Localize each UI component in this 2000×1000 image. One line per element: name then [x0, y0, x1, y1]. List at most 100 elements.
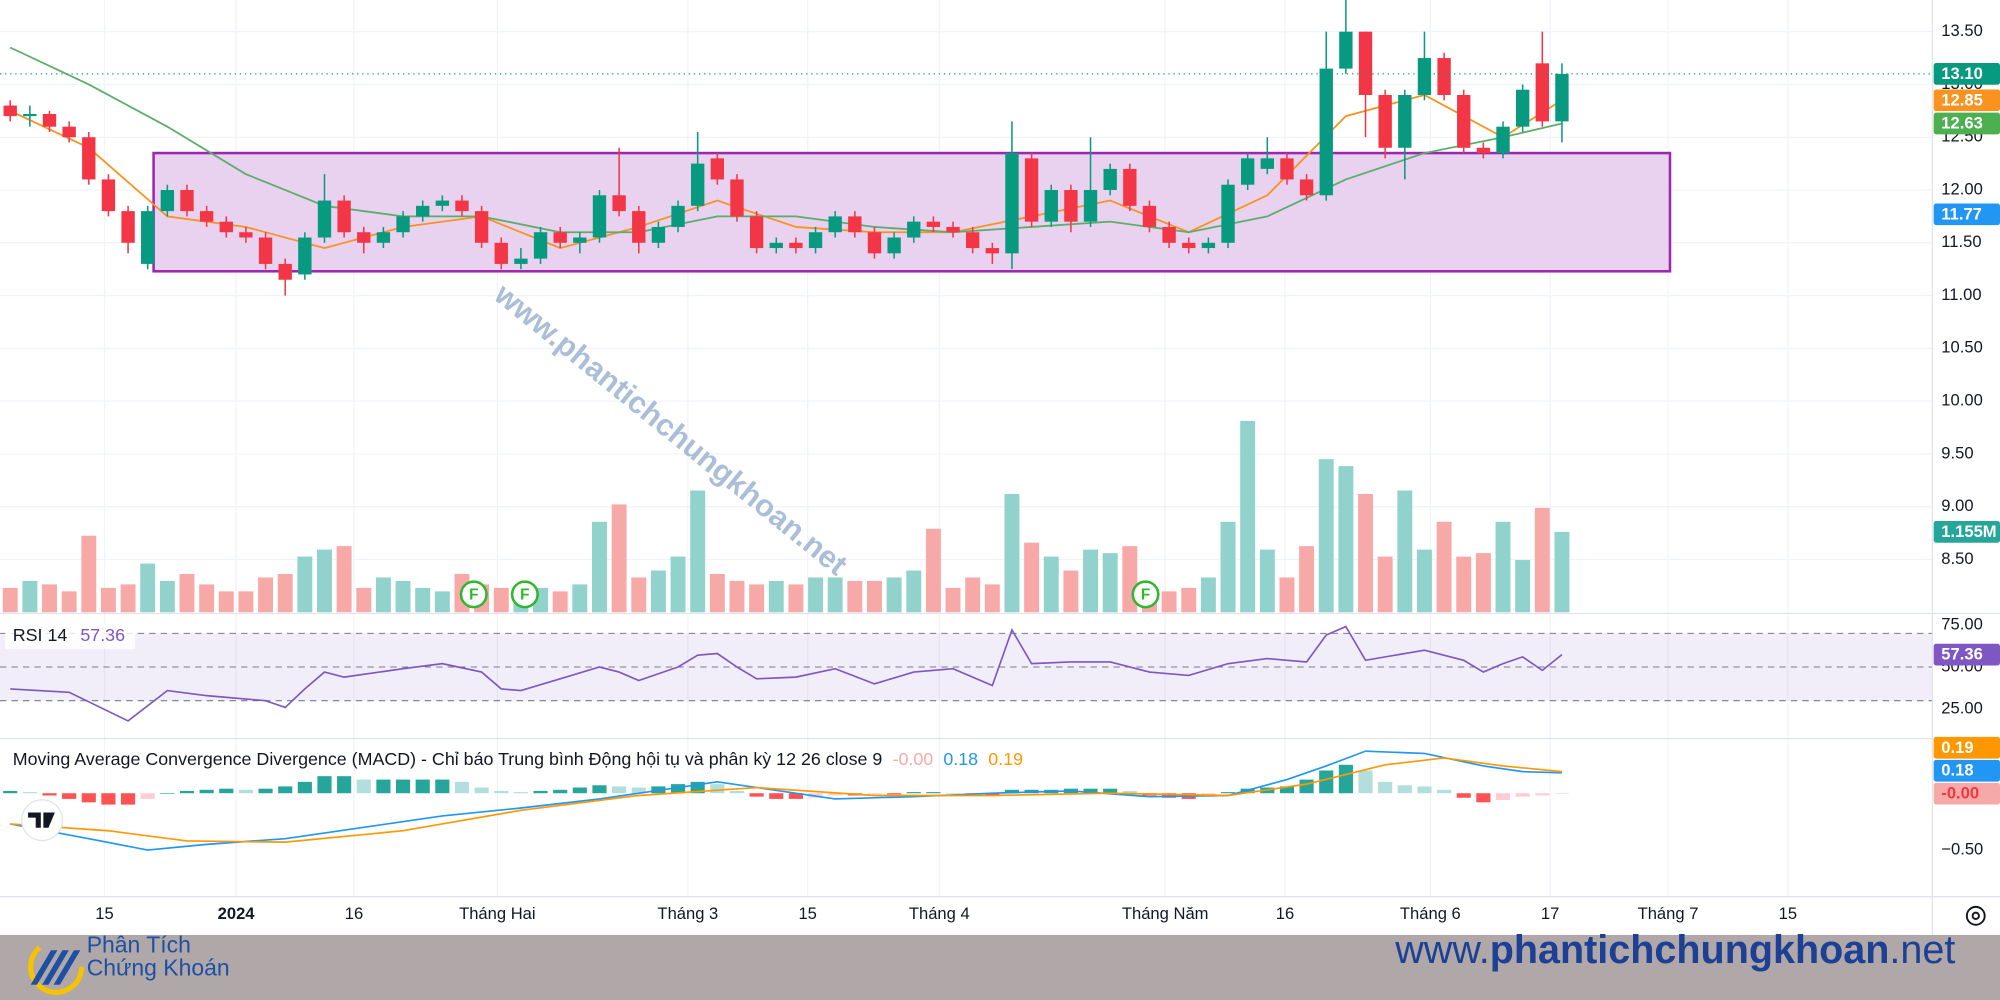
candle-body — [494, 242, 508, 264]
candle-body — [1142, 205, 1157, 227]
volume-bar — [100, 587, 116, 613]
candle-body — [141, 211, 155, 264]
macd-histogram-bar — [906, 792, 921, 794]
volume-bar — [1220, 521, 1236, 613]
volume-bar — [1515, 560, 1531, 613]
candle-body — [612, 195, 626, 212]
rsi-legend-bg — [5, 623, 136, 650]
macd-histogram-bar — [631, 787, 646, 794]
candle-body — [23, 114, 37, 117]
macd-legend: Moving Average Convergence Divergence (M… — [13, 749, 1023, 769]
tv-logo-bg — [21, 799, 64, 842]
volume-bar — [238, 591, 254, 613]
volume-bar — [1043, 556, 1059, 613]
y-tick-label: 9.50 — [1941, 443, 1973, 462]
macd-histogram-bar — [1417, 786, 1432, 794]
candle-body — [160, 190, 175, 212]
event-marker[interactable] — [510, 580, 539, 609]
macd-histogram-bar — [238, 789, 253, 794]
macd-histogram-bar — [612, 786, 627, 794]
candle-body — [1319, 68, 1333, 196]
y-tick-label: 12.00 — [1941, 179, 1983, 198]
signal-line — [10, 757, 1563, 843]
settings-button[interactable] — [1965, 905, 1986, 926]
settings-gear-core[interactable] — [1971, 911, 1980, 920]
macd-histogram-bar — [42, 793, 57, 796]
settings-gear[interactable] — [1965, 905, 1986, 926]
event-label: F — [1141, 587, 1150, 604]
tv-logo-mark — [28, 812, 55, 828]
macd-histogram-bar — [101, 793, 116, 805]
candle-body — [867, 232, 882, 254]
macd-legend-item: 0.18 — [943, 749, 978, 769]
volume-bar — [1063, 570, 1079, 613]
candle-body — [749, 216, 764, 249]
price-badge — [1933, 203, 2000, 226]
volume-bar — [375, 577, 391, 613]
candle-body — [62, 126, 76, 138]
candle-body — [808, 232, 823, 249]
macd-histogram-bar — [1437, 789, 1452, 794]
y-tick-label: 8.50 — [1941, 549, 1973, 568]
candle-body — [101, 179, 116, 212]
macd-histogram-bar — [22, 792, 37, 794]
volume-bar — [709, 573, 725, 613]
macd-histogram-bar — [788, 793, 803, 799]
rsi-legend-value: 57.36 — [80, 625, 125, 645]
candle-body — [317, 200, 332, 238]
macd-histogram-bar — [415, 779, 430, 794]
footer — [0, 934, 2000, 1000]
event-label: F — [469, 587, 478, 604]
candle-body — [1260, 158, 1274, 169]
volume-bar — [395, 580, 411, 613]
y-tick-label: 13.50 — [1941, 21, 1983, 40]
macd-legend-item: Moving Average Convergence Divergence (M… — [13, 749, 883, 769]
candle-body — [298, 237, 312, 275]
rsi-line — [10, 625, 1563, 722]
candle-body — [1221, 184, 1235, 243]
macd-histogram-bar — [1495, 793, 1511, 801]
candle-body — [455, 200, 469, 212]
rsi-badge — [1933, 643, 2000, 666]
volume-bar — [336, 546, 352, 613]
macd-histogram-bar — [395, 779, 411, 794]
candle-body — [769, 242, 783, 249]
macd-histogram-bar — [729, 790, 745, 794]
footer-url-prefix: www. — [1394, 928, 1489, 972]
volume-bar — [61, 591, 77, 613]
candle-body — [1555, 73, 1569, 122]
candle-body — [514, 258, 528, 264]
macd-histogram-bar — [945, 793, 961, 794]
macd-histogram-bar — [81, 793, 96, 803]
macd-histogram-bar — [828, 793, 843, 796]
volume-bar — [120, 584, 136, 613]
volume-bar — [650, 570, 666, 613]
candle-body — [1123, 168, 1137, 206]
volume-bar — [690, 490, 706, 613]
event-marker[interactable] — [459, 580, 488, 609]
candle-body — [258, 237, 273, 264]
logo-ring — [28, 938, 85, 995]
candle-body — [337, 200, 351, 233]
macd-histogram-bar — [494, 790, 509, 794]
tv-logo — [21, 799, 64, 842]
macd-badge — [1933, 782, 2000, 805]
logo-text: Chứng Khoán — [87, 954, 230, 980]
event-marker[interactable] — [1131, 580, 1160, 609]
y-tick-label: 11.50 — [1941, 232, 1981, 251]
volume-bar — [1161, 591, 1177, 613]
volume-bar — [631, 577, 647, 613]
price-badge — [1933, 89, 2000, 112]
volume-bar — [434, 591, 450, 613]
volume-bar — [906, 570, 922, 613]
volume-bar — [729, 580, 745, 613]
macd-histogram-bar — [219, 788, 234, 794]
volume-bar — [768, 580, 784, 613]
candle-body — [710, 158, 725, 180]
rsi-layer — [0, 625, 1933, 722]
candle-body — [1024, 158, 1039, 222]
macd-histogram-bar — [1476, 793, 1491, 803]
volume-bar — [670, 556, 686, 613]
